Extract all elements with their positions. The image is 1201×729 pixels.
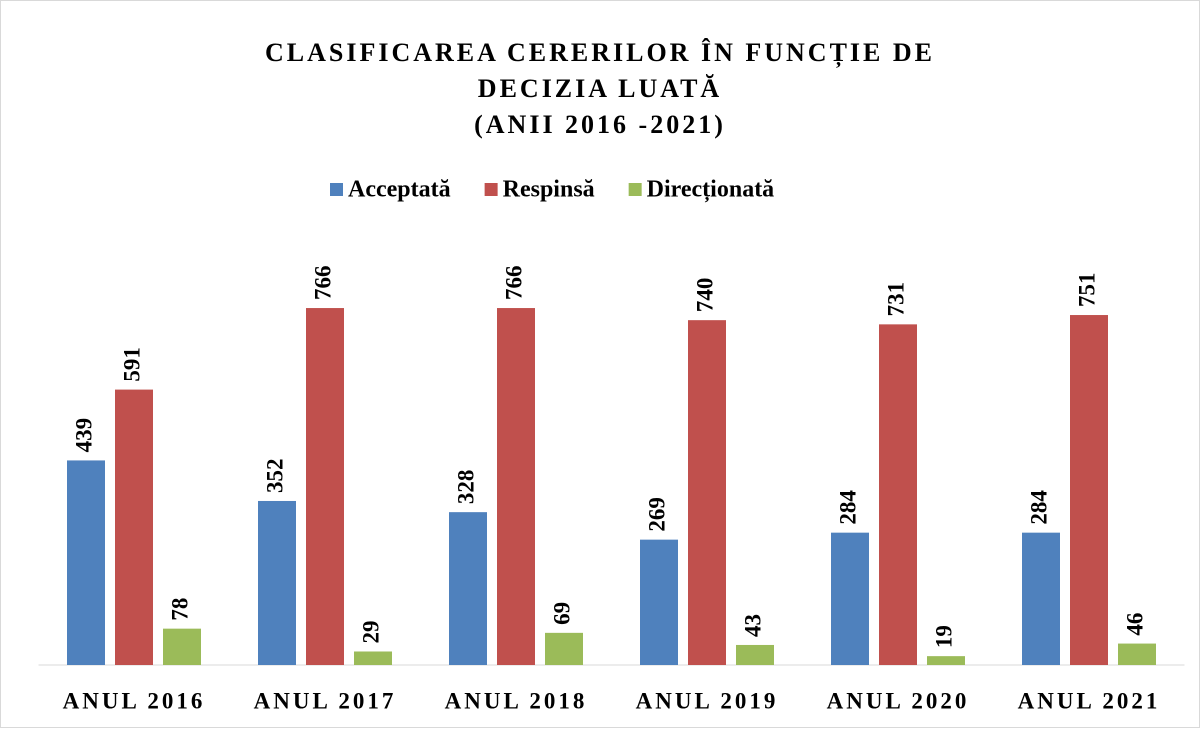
data-label: 19 <box>931 625 956 648</box>
x-tick-label: ANUL 2019 <box>636 688 779 713</box>
data-label: 284 <box>1026 490 1051 525</box>
x-tick-label: ANUL 2018 <box>445 688 588 713</box>
data-label: 328 <box>453 470 478 505</box>
data-label: 740 <box>692 278 717 313</box>
bar <box>640 539 678 665</box>
legend-label: Acceptată <box>348 177 451 203</box>
chart-title: DECIZIA LUATĂ <box>478 74 722 103</box>
bar <box>831 532 869 665</box>
data-label: 78 <box>167 598 192 621</box>
data-label: 751 <box>1074 273 1099 308</box>
data-label: 46 <box>1122 613 1147 636</box>
data-label: 269 <box>644 497 669 532</box>
data-label: 43 <box>740 614 765 637</box>
bar <box>258 500 296 665</box>
data-label: 731 <box>883 282 908 317</box>
bar <box>115 389 153 665</box>
data-label: 766 <box>310 266 335 301</box>
bar <box>354 651 392 665</box>
bar <box>449 512 487 665</box>
bar <box>1022 532 1060 665</box>
legend-swatch <box>628 183 642 196</box>
data-label: 29 <box>358 620 383 643</box>
data-label: 591 <box>119 347 144 382</box>
bar <box>545 632 583 665</box>
x-tick-label: ANUL 2017 <box>254 688 397 713</box>
data-label: 69 <box>549 602 574 625</box>
bar <box>163 628 201 665</box>
bar <box>497 308 535 665</box>
data-label: 766 <box>501 266 526 301</box>
x-tick-label: ANUL 2016 <box>63 688 206 713</box>
bar <box>67 460 105 665</box>
bar <box>688 320 726 665</box>
data-label: 284 <box>835 490 860 525</box>
legend-label: Direcționată <box>647 177 775 203</box>
legend-swatch <box>330 183 343 196</box>
x-tick-label: ANUL 2020 <box>827 688 970 713</box>
data-label: 439 <box>71 418 96 453</box>
bar <box>1070 315 1108 665</box>
legend-label: Respinsă <box>503 177 595 203</box>
chart-title: CLASIFICAREA CERERILOR ÎN FUNCȚIE DE <box>265 38 935 68</box>
bar <box>927 656 965 665</box>
bar <box>736 644 774 665</box>
legend-swatch <box>484 183 498 196</box>
bar <box>1118 643 1156 665</box>
bar <box>306 308 344 665</box>
data-label: 352 <box>262 458 287 493</box>
x-tick-label: ANUL 2021 <box>1018 688 1161 713</box>
bar <box>879 324 917 665</box>
chart-title: (ANII 2016 -2021) <box>474 110 726 139</box>
